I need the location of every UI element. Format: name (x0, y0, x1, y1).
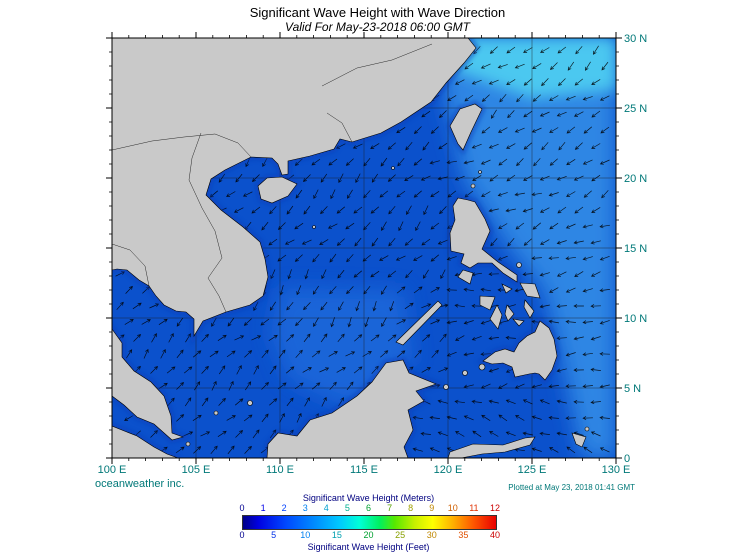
small-island (584, 426, 590, 432)
land-mainland (112, 38, 477, 338)
lon-label: 110 E (266, 464, 294, 476)
meters-tick-label: 8 (408, 503, 414, 513)
lon-label: 130 E (602, 464, 631, 476)
land-peninsula (112, 328, 184, 441)
longitude-labels: 100 E 105 E 110 E 115 E 120 E 125 E 130 E (98, 464, 631, 476)
meters-tick-label: 7 (387, 503, 393, 513)
meters-tick-label: 1 (260, 503, 266, 513)
land-leyte (523, 299, 535, 319)
meters-tick-label: 5 (344, 503, 350, 513)
land-sumatra (112, 425, 179, 458)
colorbar-feet-scale: 0 5 10 15 20 25 30 35 40 (239, 530, 500, 541)
lat-label: 25 N (624, 103, 647, 115)
lon-label: 120 E (434, 464, 463, 476)
meters-tick-label: 9 (429, 503, 435, 513)
feet-tick-label: 10 (300, 530, 311, 540)
lat-label: 20 N (624, 173, 647, 185)
small-island (478, 170, 482, 174)
lat-label: 0 (624, 453, 630, 465)
lat-label: 30 N (624, 33, 647, 45)
colorbar-meters-scale: 0 1 2 3 4 5 6 7 8 9 10 11 12 (239, 503, 500, 514)
feet-tick-label: 40 (489, 530, 501, 540)
wave-map: 100 E 105 E 110 E 115 E 120 E 125 E 130 E 30 N 2… (98, 32, 647, 476)
land-luzon (449, 197, 518, 283)
figure-subtitle: Valid For May-23-2018 06:00 GMT (285, 20, 470, 34)
land-borneo (266, 359, 437, 458)
plotted-timestamp: Plotted at May 23, 2018 01:41 GMT (508, 483, 635, 492)
feet-tick-label: 35 (458, 530, 469, 540)
land-mindoro (457, 269, 474, 285)
small-island (478, 363, 486, 371)
land-panay (479, 295, 496, 311)
land-taiwan (449, 103, 483, 151)
land-sulawesi (447, 436, 536, 458)
feet-tick-label: 25 (395, 530, 406, 540)
small-island (247, 400, 253, 406)
small-island (391, 166, 395, 170)
feet-tick-label: 5 (271, 530, 277, 540)
map-clip-group (112, 38, 616, 458)
meters-tick-label: 0 (239, 503, 245, 513)
feet-tick-label: 20 (363, 530, 374, 540)
feet-tick-label: 0 (239, 530, 245, 540)
land-palawan (395, 300, 443, 346)
colorbar-title-meters: Significant Wave Height (Meters) (302, 493, 435, 503)
land-samar (519, 282, 541, 299)
land-masbate (501, 283, 513, 294)
meters-tick-label: 11 (469, 503, 479, 513)
meters-tick-label: 4 (323, 503, 329, 513)
land-mindanao (482, 320, 558, 381)
lat-label: 10 N (624, 313, 647, 325)
feet-tick-label: 15 (331, 530, 342, 540)
wave-map-svg: 100 E 105 E 110 E 115 E 120 E 125 E 130 E 30 N 2… (98, 32, 647, 476)
small-island (516, 262, 522, 268)
lat-label: 5 N (624, 383, 641, 395)
lon-label: 105 E (182, 464, 211, 476)
small-island (213, 410, 219, 416)
latitude-labels: 30 N 25 N 20 N 15 N 10 N 5 N 0 (624, 33, 647, 465)
small-island (462, 370, 468, 376)
figure-title: Significant Wave Height with Wave Direct… (249, 5, 506, 20)
land-negros (489, 304, 503, 330)
feet-tick-label: 30 (426, 530, 437, 540)
colorbar-title-feet: Significant Wave Height (Feet) (307, 542, 430, 552)
meters-tick-label: 3 (302, 503, 308, 513)
meters-tick-label: 2 (281, 503, 287, 513)
small-island (185, 441, 191, 447)
country-borders (112, 43, 433, 313)
small-island (470, 183, 476, 189)
land-cebu (504, 304, 515, 322)
meters-tick-label: 12 (489, 503, 501, 513)
lon-label: 115 E (350, 464, 378, 476)
small-island (312, 225, 316, 229)
small-island (443, 384, 449, 390)
meters-tick-label: 10 (447, 503, 458, 513)
meters-tick-label: 6 (365, 503, 372, 513)
lon-label: 100 E (98, 464, 127, 476)
land-hainan (257, 176, 298, 204)
lat-label: 15 N (624, 243, 647, 255)
land-layer (112, 38, 590, 458)
colorbar-gradient (242, 515, 497, 530)
land-halmahera (571, 432, 587, 448)
lon-label: 125 E (518, 464, 547, 476)
credit-text: oceanweather inc. (95, 478, 185, 490)
land-bohol (512, 318, 525, 327)
axis-ticks (106, 32, 622, 464)
